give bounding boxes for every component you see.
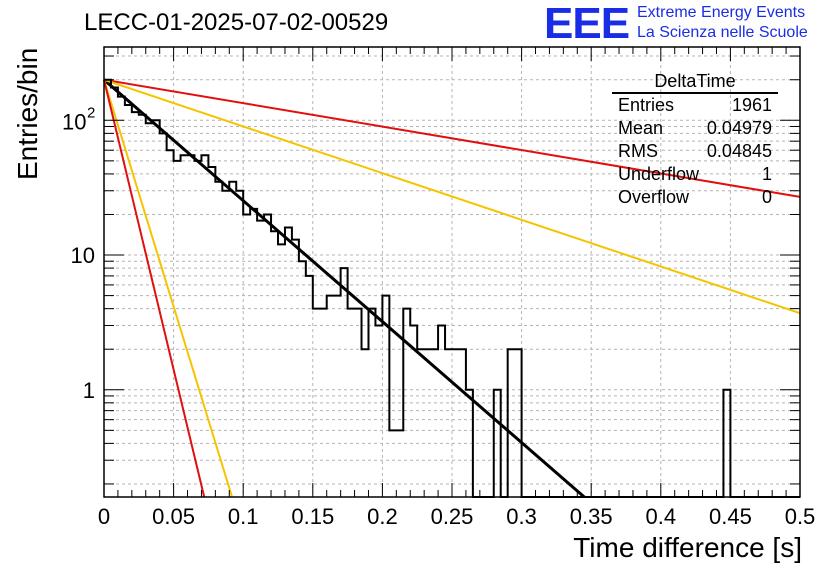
stats-row-entries: Entries 1961 (612, 94, 778, 117)
grid (104, 47, 800, 497)
x-tick-label: 0.2 (367, 504, 398, 529)
y-tick-label: 10 (71, 243, 95, 268)
x-axis-label: Time difference [s] (573, 532, 802, 563)
y-tick-label: 10 (62, 109, 86, 134)
stats-label: Mean (618, 118, 664, 138)
stats-row-underflow: Underflow 1 (612, 163, 778, 186)
y-axis-label: Entries/bin (12, 47, 43, 180)
stats-box: DeltaTime Entries 1961 Mean 0.04979 RMS … (612, 70, 778, 209)
x-tick-label: 0.35 (570, 504, 613, 529)
fit-line-4 (103, 79, 234, 498)
x-tick-label: 0.45 (709, 504, 752, 529)
axes-frame (103, 46, 801, 498)
stats-label: Overflow (618, 187, 690, 207)
stats-label: RMS (618, 141, 658, 161)
stats-value: 1961 (731, 95, 772, 115)
stats-row-mean: Mean 0.04979 (612, 117, 778, 140)
x-tick-label: 0.4 (646, 504, 677, 529)
eee-logo: EEE (544, 0, 630, 48)
fit-line-1 (103, 78, 586, 499)
x-tick-labels: 0 0.05 0.1 0.15 0.2 0.25 0.3 0.35 0.4 0.45 0.5 (98, 504, 815, 529)
x-tick-label: 0.3 (506, 504, 537, 529)
y-tick-label: 1 (83, 378, 95, 403)
stats-value: 0 (761, 187, 772, 207)
stats-value: 0.04979 (706, 118, 772, 138)
fit-lines (103, 78, 801, 499)
stats-value: 0.04845 (706, 141, 772, 161)
fit-line-5 (103, 79, 206, 498)
fit-line-3 (103, 78, 801, 315)
y-tick-label-exponent: 2 (87, 104, 95, 121)
chart-title: LECC-01-2025-07-02-00529 (84, 9, 389, 36)
fit-line-2 (103, 78, 801, 198)
stats-row-rms: RMS 0.04845 (612, 140, 778, 163)
stats-row-overflow: Overflow 0 (612, 186, 778, 209)
x-tick-label: 0.5 (785, 504, 816, 529)
stats-title: DeltaTime (612, 70, 778, 94)
x-tick-label: 0.15 (291, 504, 334, 529)
stats-value: 1 (761, 164, 772, 184)
x-tick-label: 0.1 (228, 504, 259, 529)
x-tick-label: 0 (98, 504, 110, 529)
logo-subtitle-line2: La Scienza nelle Scuole (637, 24, 808, 41)
logo-subtitle-line1: Extreme Energy Events (637, 4, 806, 21)
x-tick-label: 0.25 (431, 504, 474, 529)
stats-label: Entries (618, 95, 675, 115)
stats-label: Underflow (618, 164, 700, 184)
x-tick-label: 0.05 (152, 504, 195, 529)
